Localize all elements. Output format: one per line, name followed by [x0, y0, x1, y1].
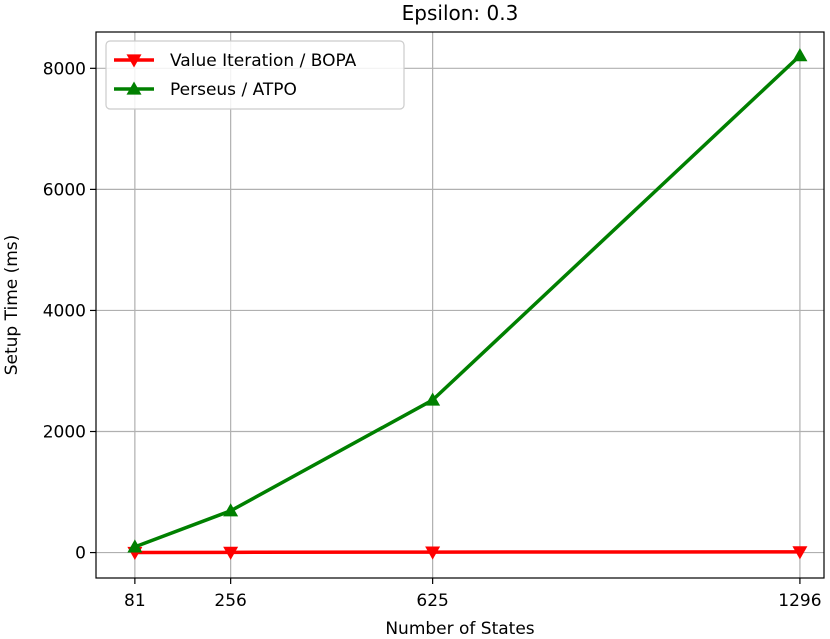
- y-tick-label: 8000: [43, 59, 86, 79]
- x-tick-label: 81: [124, 591, 146, 611]
- x-axis-label: Number of States: [385, 619, 534, 639]
- x-tick-label: 625: [416, 591, 448, 611]
- series-line: [134, 54, 802, 549]
- legend-label: Perseus / ATPO: [170, 80, 297, 100]
- data-point-marker: [223, 503, 239, 517]
- legend-label: Value Iteration / BOPA: [170, 51, 357, 71]
- y-tick-label: 4000: [43, 301, 86, 321]
- x-tick-label: 256: [214, 591, 246, 611]
- data-point-marker: [425, 392, 441, 406]
- series-1: [127, 546, 808, 560]
- plot-frame: [95, 31, 825, 579]
- y-axis: 0 2000 4000 6000 8000: [43, 59, 96, 564]
- series-line: [134, 550, 800, 555]
- y-tick-label: 6000: [43, 180, 86, 200]
- y-tick-label: 0: [75, 544, 86, 564]
- data-point-marker: [425, 546, 441, 560]
- legend-marker: [126, 81, 142, 95]
- series-layer: [127, 48, 808, 560]
- data-point-marker: [792, 48, 808, 62]
- y-axis-label: Setup Time (ms): [2, 235, 22, 376]
- legend-frame: [105, 40, 405, 110]
- x-axis: 81 256 625 1296: [124, 578, 822, 611]
- y-tick-label: 2000: [43, 423, 86, 443]
- legend-marker: [126, 54, 142, 68]
- data-point-marker: [223, 546, 239, 560]
- legend-item: Perseus / ATPO: [114, 80, 297, 100]
- legend: Value Iteration / BOPA Perseus / ATPO: [105, 40, 405, 110]
- legend-item: Value Iteration / BOPA: [114, 51, 357, 71]
- data-point-marker: [792, 546, 808, 560]
- x-tick-label: 1296: [778, 591, 821, 611]
- chart-title: Epsilon: 0.3: [402, 1, 519, 25]
- grid-lines: [96, 32, 824, 578]
- data-point-marker: [127, 539, 143, 553]
- series-2: [127, 48, 808, 553]
